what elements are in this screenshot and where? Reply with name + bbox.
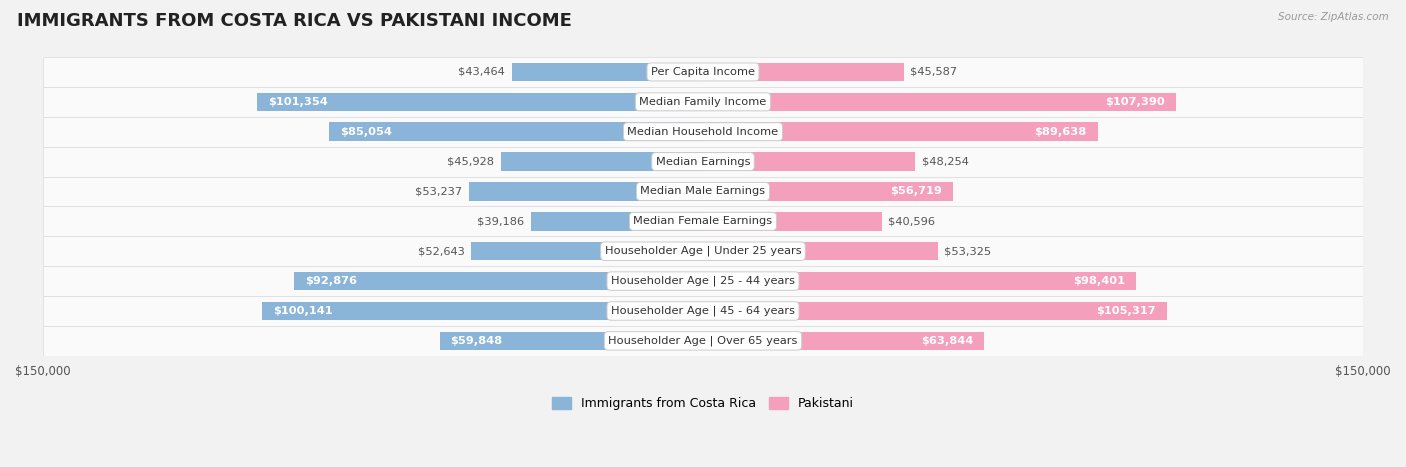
- Text: $92,876: $92,876: [305, 276, 357, 286]
- Bar: [703, 242, 938, 261]
- FancyBboxPatch shape: [42, 296, 1364, 326]
- Text: $39,186: $39,186: [477, 216, 524, 226]
- Text: $45,587: $45,587: [910, 67, 957, 77]
- Text: $40,596: $40,596: [889, 216, 935, 226]
- Text: Median Family Income: Median Family Income: [640, 97, 766, 107]
- Bar: [257, 92, 703, 111]
- FancyBboxPatch shape: [42, 117, 1364, 147]
- Bar: [703, 63, 904, 81]
- Bar: [703, 122, 1098, 141]
- Text: $63,844: $63,844: [921, 336, 973, 346]
- Legend: Immigrants from Costa Rica, Pakistani: Immigrants from Costa Rica, Pakistani: [547, 392, 859, 415]
- Text: $89,638: $89,638: [1035, 127, 1087, 137]
- Bar: [703, 152, 915, 171]
- Text: $56,719: $56,719: [890, 186, 942, 197]
- Bar: [703, 332, 984, 350]
- Bar: [703, 212, 882, 231]
- Bar: [468, 182, 703, 201]
- Text: $105,317: $105,317: [1095, 306, 1156, 316]
- Text: Median Household Income: Median Household Income: [627, 127, 779, 137]
- FancyBboxPatch shape: [42, 326, 1364, 356]
- FancyBboxPatch shape: [42, 266, 1364, 296]
- Bar: [440, 332, 703, 350]
- Text: Householder Age | 45 - 64 years: Householder Age | 45 - 64 years: [612, 306, 794, 316]
- Text: $48,254: $48,254: [922, 156, 969, 167]
- Bar: [703, 182, 953, 201]
- Bar: [530, 212, 703, 231]
- Bar: [703, 302, 1167, 320]
- Text: $53,325: $53,325: [945, 246, 991, 256]
- Text: $43,464: $43,464: [458, 67, 505, 77]
- Text: Median Male Earnings: Median Male Earnings: [641, 186, 765, 197]
- Text: $53,237: $53,237: [415, 186, 463, 197]
- FancyBboxPatch shape: [42, 206, 1364, 236]
- FancyBboxPatch shape: [42, 177, 1364, 206]
- Text: $59,848: $59,848: [450, 336, 503, 346]
- Bar: [263, 302, 703, 320]
- Text: Median Earnings: Median Earnings: [655, 156, 751, 167]
- Bar: [501, 152, 703, 171]
- Text: $52,643: $52,643: [418, 246, 465, 256]
- FancyBboxPatch shape: [42, 236, 1364, 266]
- Text: Householder Age | Over 65 years: Householder Age | Over 65 years: [609, 336, 797, 346]
- Bar: [294, 272, 703, 290]
- Text: $45,928: $45,928: [447, 156, 495, 167]
- FancyBboxPatch shape: [42, 57, 1364, 87]
- Text: $107,390: $107,390: [1105, 97, 1164, 107]
- Text: Source: ZipAtlas.com: Source: ZipAtlas.com: [1278, 12, 1389, 21]
- Text: Householder Age | 25 - 44 years: Householder Age | 25 - 44 years: [612, 276, 794, 286]
- Text: $101,354: $101,354: [269, 97, 328, 107]
- Text: $85,054: $85,054: [340, 127, 391, 137]
- FancyBboxPatch shape: [42, 147, 1364, 177]
- Text: $98,401: $98,401: [1073, 276, 1125, 286]
- Text: Median Female Earnings: Median Female Earnings: [634, 216, 772, 226]
- Bar: [329, 122, 703, 141]
- Text: Householder Age | Under 25 years: Householder Age | Under 25 years: [605, 246, 801, 256]
- Bar: [512, 63, 703, 81]
- Text: $100,141: $100,141: [273, 306, 333, 316]
- Bar: [703, 92, 1175, 111]
- Text: Per Capita Income: Per Capita Income: [651, 67, 755, 77]
- Bar: [471, 242, 703, 261]
- Text: IMMIGRANTS FROM COSTA RICA VS PAKISTANI INCOME: IMMIGRANTS FROM COSTA RICA VS PAKISTANI …: [17, 12, 572, 30]
- FancyBboxPatch shape: [42, 87, 1364, 117]
- Bar: [703, 272, 1136, 290]
